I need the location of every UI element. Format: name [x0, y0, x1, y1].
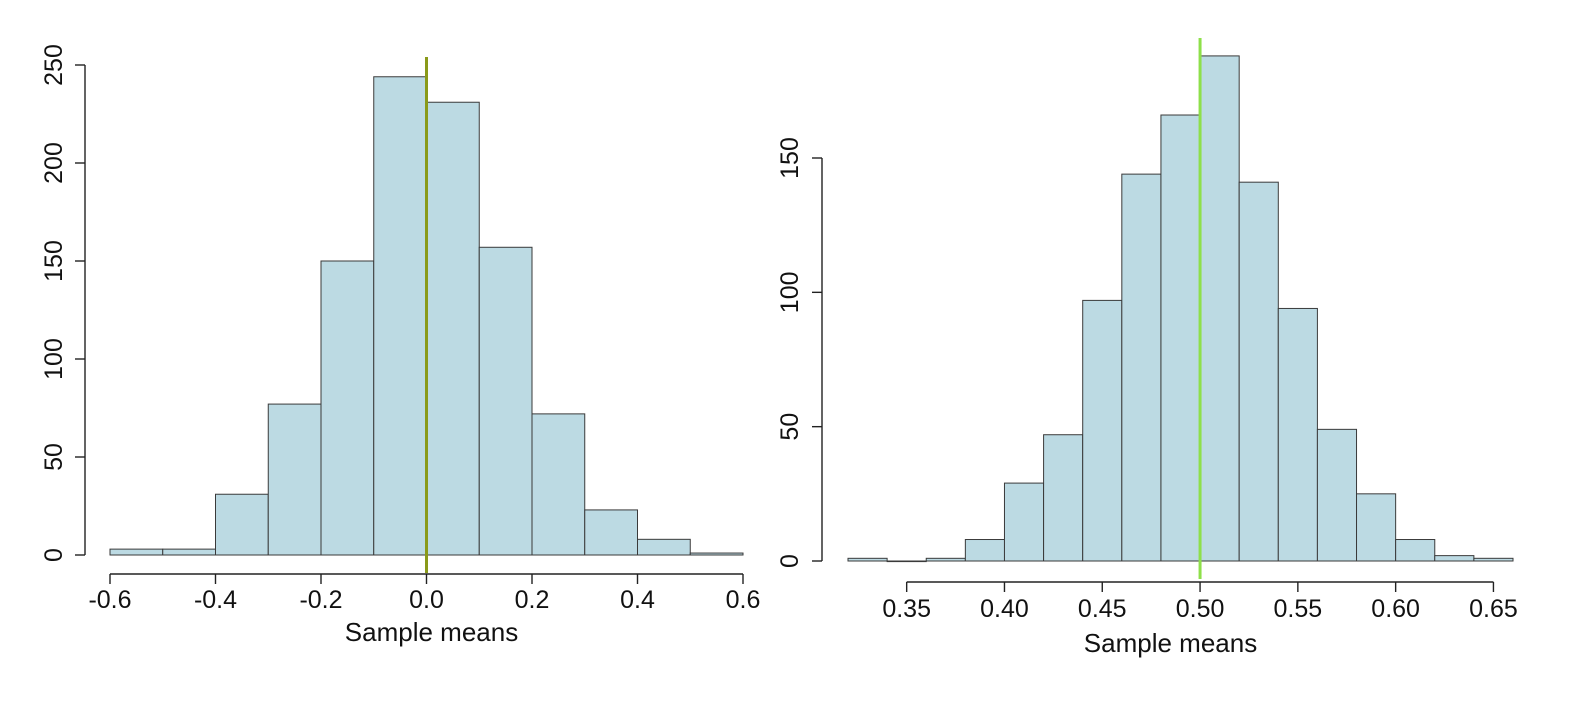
x-axis: -0.6 -0.4 -0.2 0.0 0.2 0.4 0.6 Sample means: [88, 573, 761, 647]
histogram-bar: [1003, 482, 1045, 562]
y-axis: 0 50 100 150 200 250: [40, 44, 86, 562]
histogram-bar: [1238, 181, 1279, 562]
x-tick-label: 0.60: [1371, 595, 1420, 623]
histogram-bar: [1043, 434, 1084, 562]
histogram-bar: [1434, 555, 1475, 562]
histogram-bar: [886, 560, 927, 563]
y-axis: 0 50 100 150: [776, 137, 823, 568]
histogram-bar: [1121, 173, 1162, 562]
bars: [109, 76, 744, 556]
bars: [847, 55, 1514, 563]
histogram-bar: [426, 101, 480, 556]
x-tick-label: 0.55: [1274, 595, 1323, 623]
histogram-bar: [1199, 55, 1240, 562]
x-tick-label: 0.6: [726, 586, 761, 614]
y-tick-label: 200: [40, 142, 68, 184]
histogram-bar: [1395, 539, 1436, 562]
x-tick-label: 0.4: [620, 586, 655, 614]
histogram-bar: [637, 538, 691, 556]
x-axis-title: Sample means: [1084, 628, 1257, 658]
y-tick-label: 50: [776, 413, 804, 441]
histogram-bar: [584, 509, 638, 556]
x-tick-label: 0.45: [1078, 595, 1127, 623]
histogram-bar: [215, 493, 269, 556]
histogram-bar: [1160, 114, 1201, 562]
x-tick-label: 0.50: [1176, 595, 1225, 623]
histogram-bar: [925, 557, 966, 562]
histogram-bar: [1473, 557, 1514, 562]
x-tick-label: 0.0: [409, 586, 444, 614]
x-tick-label: -0.6: [88, 586, 131, 614]
histogram-bar: [1082, 299, 1123, 562]
x-tick-label: -0.2: [299, 586, 342, 614]
x-tick-label: 0.40: [980, 595, 1029, 623]
histogram-bar: [1316, 428, 1358, 562]
histogram-bar: [847, 557, 888, 562]
histogram-bar: [267, 403, 322, 556]
y-tick-label: 50: [40, 443, 68, 471]
x-axis-title: Sample means: [345, 617, 518, 647]
x-axis: 0.35 0.40 0.45 0.50 0.55 0.60 0.65 Sample means: [882, 581, 1518, 658]
histogram-bar: [531, 413, 586, 556]
histogram-bar: [320, 260, 375, 556]
histogram-bar: [478, 246, 533, 556]
y-tick-label: 150: [40, 240, 68, 282]
y-tick-label: 0: [40, 548, 68, 562]
histogram-bar: [1356, 493, 1397, 562]
y-tick-label: 0: [776, 554, 804, 568]
y-tick-label: 100: [776, 271, 804, 313]
y-tick-label: 100: [40, 338, 68, 380]
x-tick-label: 0.65: [1469, 595, 1518, 623]
histogram-bar: [162, 548, 216, 556]
y-tick-label: 150: [776, 137, 804, 179]
x-tick-label: 0.35: [882, 595, 931, 623]
histogram-bar: [689, 552, 744, 556]
x-tick-label: 0.2: [515, 586, 550, 614]
histogram-left: -0.6 -0.4 -0.2 0.0 0.2 0.4 0.6 Sample means 0 50 1…: [40, 44, 760, 647]
histogram-bar: [109, 548, 164, 556]
x-tick-label: -0.4: [194, 586, 237, 614]
histogram-right: 0.35 0.40 0.45 0.50 0.55 0.60 0.65 Sample means…: [776, 38, 1518, 658]
histogram-bar: [964, 539, 1005, 562]
histogram-bar: [373, 76, 427, 556]
histogram-bar: [1277, 307, 1318, 562]
y-tick-label: 250: [40, 44, 68, 86]
